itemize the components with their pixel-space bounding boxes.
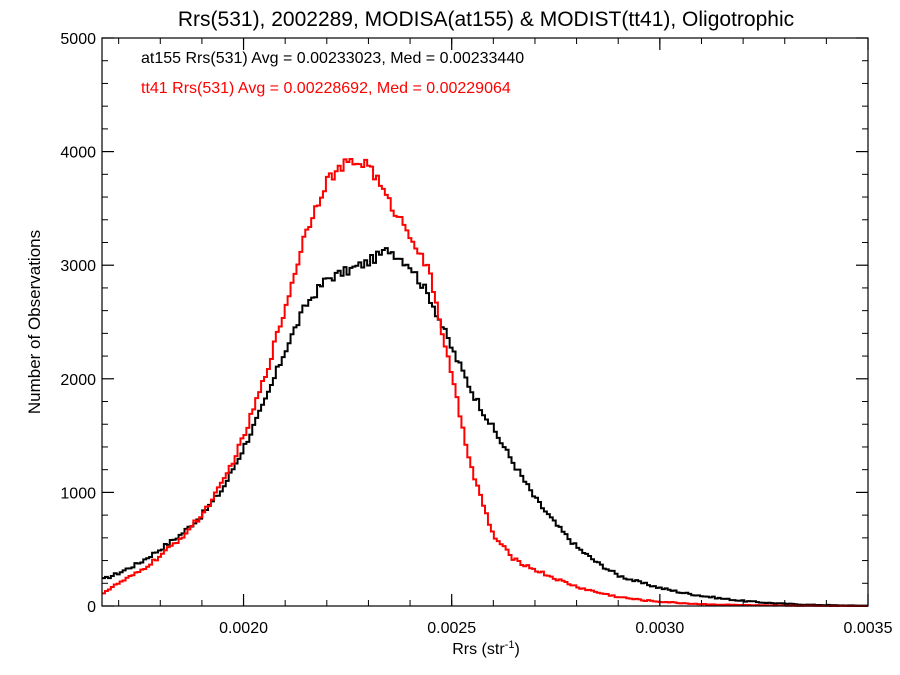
x-axis-label-superscript: -1 [505,639,515,651]
x-axis: 0.0020 0.0025 0.0030 0.0035 [118,38,893,637]
series-line-at155 [102,247,868,607]
x-axis-label-main: Rrs (str [452,641,505,658]
series-line-tt41 [102,158,868,607]
y-tick-label: 3000 [60,258,96,275]
x-tick-label: 0.0025 [427,620,476,637]
y-tick-label: 1000 [60,485,96,502]
series-annotation-at155: at155 Rrs(531) Avg = 0.00233023, Med = 0… [141,50,524,67]
x-tick-label: 0.0035 [844,620,893,637]
y-tick-label: 0 [87,599,96,616]
x-tick-label: 0.0030 [635,620,684,637]
series-group [102,158,868,607]
y-tick-label: 4000 [60,145,96,162]
series-annotation-tt41: tt41 Rrs(531) Avg = 0.00228692, Med = 0.… [141,80,511,97]
chart-title: Rrs(531), 2002289, MODISA(at155) & MODIS… [178,8,794,31]
y-axis-label: Number of Observations [25,230,44,414]
y-tick-label: 2000 [60,372,96,389]
y-axis: 0 1000 2000 3000 4000 5000 [60,31,868,616]
x-axis-label: Rrs (str-1) [452,639,520,658]
x-axis-label-close: ) [514,641,519,658]
plot-frame [101,37,869,607]
y-tick-label: 5000 [60,31,96,48]
x-tick-label: 0.0020 [219,620,268,637]
